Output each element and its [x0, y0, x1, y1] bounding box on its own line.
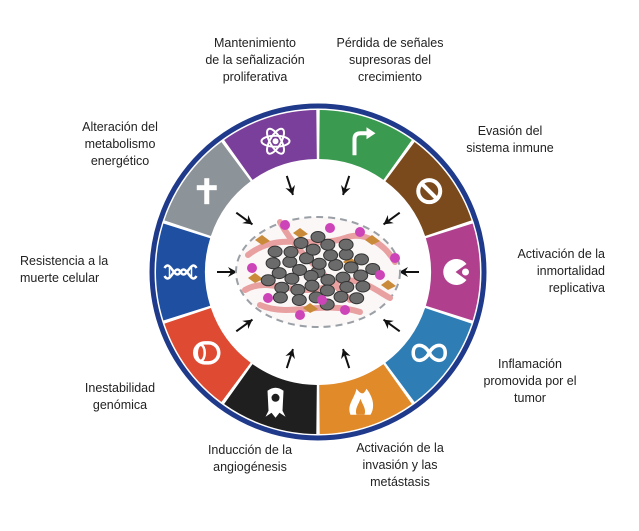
tumor-cell — [293, 237, 309, 249]
tumor-cell — [365, 263, 381, 275]
blood-vessel — [245, 232, 398, 265]
arrow-death — [235, 211, 254, 226]
label-proliferative: Mantenimiento de la señalización prolife… — [205, 36, 305, 84]
tumor-cell — [355, 280, 371, 293]
tumor-cell — [320, 274, 336, 286]
flame-icon — [349, 388, 374, 415]
tumor-cell — [265, 257, 281, 270]
immune-cell — [317, 295, 327, 305]
immune-cell — [325, 223, 335, 233]
arrow-genomic — [217, 267, 237, 277]
tumor-cell — [299, 252, 314, 265]
stromal-cell — [381, 280, 396, 290]
arrow-inflammation — [341, 348, 351, 369]
label-immortality: Activación de la inmortalidad replicativ… — [517, 247, 605, 295]
stromal-cell — [365, 235, 380, 245]
arrow-angiogenesis — [235, 318, 254, 333]
tumor-cell — [338, 248, 354, 261]
stromal-cell — [303, 303, 318, 313]
arrow-icon — [352, 127, 376, 156]
tumor-cell — [290, 283, 306, 296]
arrow-immortality — [382, 318, 401, 333]
immune-cell — [355, 227, 365, 237]
cross-icon — [196, 178, 217, 205]
arrow-metabolism — [285, 175, 295, 196]
label-invasion: Activación de la invasión y las metástas… — [356, 441, 444, 489]
immune-cell — [375, 270, 385, 280]
tumor-cell — [333, 290, 349, 303]
tumor-cell — [271, 267, 287, 280]
tumor-cell — [260, 274, 276, 287]
tumor-cell — [343, 261, 359, 274]
label-inflammation: Inflamación promovida por el tumor — [483, 357, 577, 405]
tumor-cell — [310, 231, 326, 243]
immune-cell — [280, 220, 290, 230]
stromal-cell — [255, 235, 270, 245]
segment-genomic — [156, 223, 211, 321]
tumor-cell — [311, 257, 327, 270]
inward-arrows — [217, 175, 419, 369]
tumor-cell — [291, 294, 307, 306]
segment-proliferative — [319, 110, 412, 180]
hallmark-segments — [149, 103, 487, 441]
label-immune: Evasión del sistema inmune — [466, 124, 554, 155]
immune-cell — [390, 253, 400, 263]
immune-cell — [263, 293, 273, 303]
tumor-cell — [283, 246, 299, 258]
segment-angiogenesis — [164, 308, 251, 403]
arrow-proliferative — [341, 175, 351, 196]
dna-icon — [163, 264, 198, 280]
tumor-cluster — [235, 216, 401, 328]
label-suppressors: Pérdida de señales supresoras del crecim… — [336, 36, 444, 84]
pacman-cell-icon — [443, 259, 469, 285]
stromal-cell — [248, 273, 263, 283]
tumor-cell — [304, 279, 320, 292]
blood-vessel-icon — [193, 341, 221, 365]
infinity-icon — [411, 343, 447, 363]
immune-cell — [295, 310, 305, 320]
tumor-cell — [339, 281, 355, 293]
tumor-cell — [272, 291, 288, 304]
arrow-invasion — [285, 348, 295, 369]
immune-cell — [340, 305, 350, 315]
tumor-cell — [282, 255, 298, 268]
tumor-cell — [323, 249, 339, 262]
no-entry-icon — [416, 178, 443, 205]
tumor-cell — [274, 281, 290, 294]
tumor-cell — [319, 284, 335, 297]
immune-cell — [247, 263, 257, 273]
label-death: Resistencia a la muerte celular — [20, 254, 109, 285]
outer-ring — [149, 103, 487, 441]
tumor-cell — [305, 243, 321, 256]
arrow-immune — [399, 267, 419, 277]
atom-icon — [260, 127, 291, 155]
label-genomic: Inestabilidad genómica — [84, 381, 156, 412]
tumor-cell — [353, 269, 369, 282]
tumor-cell — [284, 272, 300, 285]
stromal-cell — [293, 228, 308, 238]
arrow-suppressors — [382, 211, 401, 226]
tumor-cell — [267, 245, 283, 258]
tumor-cell — [320, 238, 336, 251]
migrating-cell-icon — [265, 387, 286, 418]
tumor-cell — [349, 292, 365, 305]
tumor-cell — [354, 253, 369, 266]
tumor-cell — [292, 264, 307, 276]
label-metabolism: Alteración del metabolismo energético — [82, 120, 158, 168]
tumor-cell — [338, 238, 354, 251]
label-angiogenesis: Inducción de la angiogénesis — [207, 443, 293, 474]
